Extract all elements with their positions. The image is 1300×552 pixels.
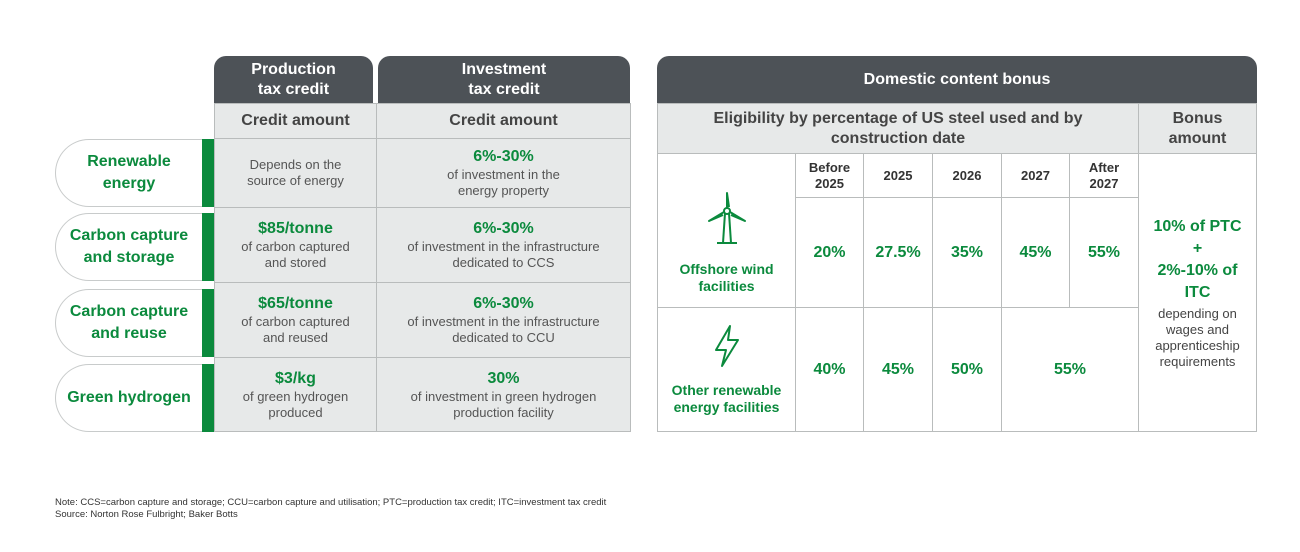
bonus-value-text: 27.5% xyxy=(875,243,921,261)
note: Note: CCS=carbon capture and storage; CC… xyxy=(55,497,607,508)
eligibility-header: Eligibility by percentage of US steel us… xyxy=(657,103,1139,154)
bonus-value: 20% xyxy=(795,197,864,308)
bonus-value-text: 45% xyxy=(881,360,915,378)
bonus-value-text: 55% xyxy=(1053,360,1087,378)
row-label-cell: Other renewable energy facilities xyxy=(657,307,796,432)
source: Source: Norton Rose Fulbright; Baker Bot… xyxy=(55,509,238,520)
row-label: Renewable energy xyxy=(55,139,202,207)
subheader: Credit amount xyxy=(376,103,631,139)
period-header-text: 2025 xyxy=(883,167,913,183)
accent-bar xyxy=(202,289,214,357)
header-text: Investment tax credit xyxy=(461,60,547,98)
label-text: Offshore wind facilities xyxy=(679,261,774,294)
itc-cell: 6%-30% of investment in the energy proper… xyxy=(376,138,631,208)
header-text: Bonus amount xyxy=(1168,109,1227,147)
subheader: Credit amount xyxy=(214,103,377,139)
label-text: Carbon capture and storage xyxy=(69,227,189,266)
bonus-value: 40% xyxy=(795,307,864,432)
row-label: Carbon capture and storage xyxy=(55,213,202,281)
period-header-text: 2026 xyxy=(952,167,982,183)
lightning-icon xyxy=(714,324,739,367)
amount: $65/tonne xyxy=(258,295,333,312)
amount: $3/kg xyxy=(275,369,316,387)
header-text: Eligibility by percentage of US steel us… xyxy=(713,109,1083,147)
period-header: 2027 xyxy=(1001,153,1070,198)
period-header: After 2027 xyxy=(1069,153,1139,198)
period-header: Before 2025 xyxy=(795,153,864,198)
ptc-header: Production tax credit xyxy=(214,56,373,103)
itc-header: Investment tax credit xyxy=(378,56,630,103)
desc: of investment in the infrastructure dedi… xyxy=(407,314,600,345)
subheader-text: Credit amount xyxy=(241,112,350,129)
bonus-value-text: 45% xyxy=(1019,243,1052,261)
wind-icon xyxy=(707,192,746,244)
amount: 6%-30% xyxy=(473,295,534,312)
bonus-value-text: 35% xyxy=(950,243,984,261)
period-header-text: Before 2025 xyxy=(808,159,851,191)
accent-bar xyxy=(202,213,214,281)
accent-bar xyxy=(202,139,214,207)
bonus-value-text: 50% xyxy=(950,360,984,378)
label-text: Green hydrogen xyxy=(67,389,191,406)
bonus-header: Bonus amount xyxy=(1138,103,1257,154)
desc: of carbon captured and reused xyxy=(241,314,350,345)
row-label-cell: Offshore wind facilities xyxy=(657,153,796,308)
bonus-value-text: 40% xyxy=(813,360,846,378)
amount: 30% xyxy=(487,369,520,387)
bonus-note: depending on wages and apprenticeship re… xyxy=(1155,305,1240,369)
amount: 6%-30% xyxy=(473,148,534,165)
bonus-plus: + xyxy=(1192,239,1203,257)
bonus-cell: 10% of PTC + 2%-10% of ITC depending on … xyxy=(1138,153,1257,432)
row-label: Carbon capture and reuse xyxy=(55,289,202,357)
bonus-value-text: 20% xyxy=(813,243,846,261)
bonus-line: 2%-10% of ITC xyxy=(1157,261,1238,301)
ptc-cell: $85/tonne of carbon captured and stored xyxy=(214,207,377,283)
bonus-value: 35% xyxy=(932,197,1002,308)
itc-cell: 6%-30% of investment in the infrastructur… xyxy=(376,282,631,358)
bonus-value-text: 55% xyxy=(1087,243,1121,261)
desc: of green hydrogen produced xyxy=(242,388,349,420)
bonus-value: 27.5% xyxy=(863,197,933,308)
desc: Depends on the source of energy xyxy=(247,157,344,188)
notes: Note: CCS=carbon capture and storage; CC… xyxy=(55,497,606,521)
ptc-cell: Depends on the source of energy xyxy=(214,138,377,208)
desc: of investment in the energy property xyxy=(447,167,560,198)
bonus-line: 10% of PTC xyxy=(1153,217,1242,235)
header-text: Production tax credit xyxy=(251,60,336,98)
label-text: Carbon capture and reuse xyxy=(69,303,189,342)
bonus-title: Domestic content bonus xyxy=(657,56,1257,103)
bonus-value: 45% xyxy=(1001,197,1070,308)
itc-cell: 30% of investment in green hydrogen produ… xyxy=(376,357,631,432)
desc: of carbon captured and stored xyxy=(241,239,350,270)
label-text: Renewable energy xyxy=(87,153,171,192)
label-text: Other renewable energy facilities xyxy=(671,381,782,415)
ptc-cell: $65/tonne of carbon captured and reused xyxy=(214,282,377,358)
bonus-value: 50% xyxy=(932,307,1002,432)
bonus-value: 45% xyxy=(863,307,933,432)
period-header: 2026 xyxy=(932,153,1002,198)
period-header-text: 2027 xyxy=(1021,167,1050,183)
desc: of investment in the infrastructure dedi… xyxy=(407,239,600,270)
desc: of investment in green hydrogen producti… xyxy=(410,388,597,420)
title-text: Domestic content bonus xyxy=(863,70,1051,88)
period-header-text: After 2027 xyxy=(1088,159,1120,191)
period-header: 2025 xyxy=(863,153,933,198)
itc-cell: 6%-30% of investment in the infrastructur… xyxy=(376,207,631,283)
accent-bar xyxy=(202,364,214,432)
amount: 6%-30% xyxy=(473,220,534,237)
ptc-cell: $3/kg of green hydrogen produced xyxy=(214,357,377,432)
subheader-text: Credit amount xyxy=(449,112,558,129)
bonus-value: 55% xyxy=(1069,197,1139,308)
amount: $85/tonne xyxy=(258,220,333,237)
bonus-value: 55% xyxy=(1001,307,1139,432)
row-label: Green hydrogen xyxy=(55,364,202,432)
